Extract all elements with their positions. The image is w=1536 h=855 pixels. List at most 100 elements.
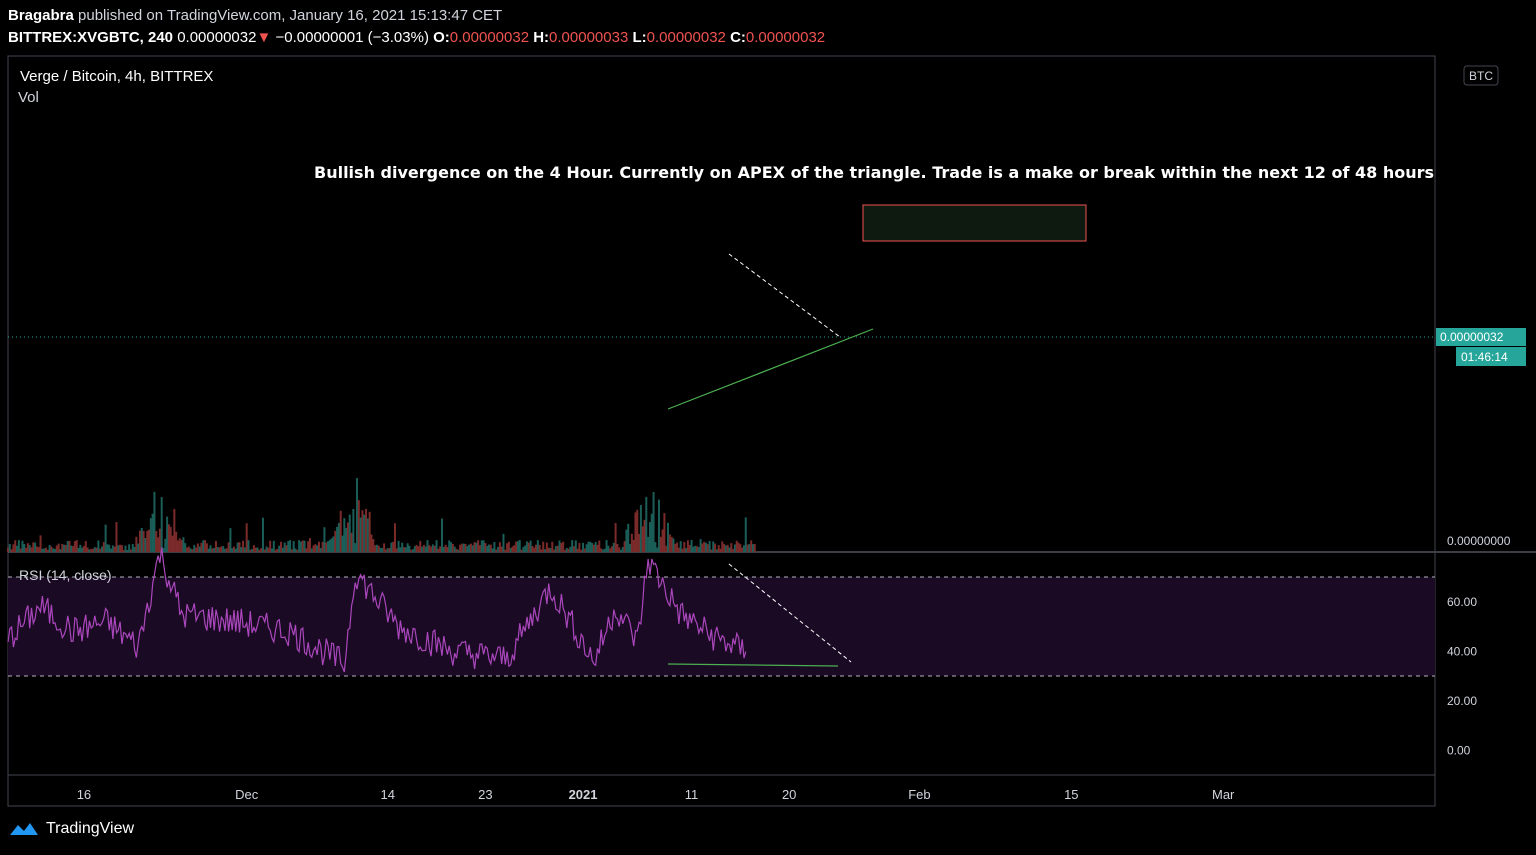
volume-bar: [37, 547, 40, 552]
volume-bar: [167, 524, 170, 552]
price-axis[interactable]: BTC 0.000000700.000000600.000000500.0000…: [1447, 0, 1511, 548]
volume-bar: [10, 549, 13, 552]
chart-annotation[interactable]: Bullish divergence on the 4 Hour. Curren…: [314, 163, 1434, 182]
volume-bar: [621, 546, 624, 552]
volume-bar: [513, 545, 516, 552]
volume-bar: [694, 545, 697, 552]
volume-bar: [576, 548, 579, 552]
volume-bar: [160, 497, 163, 552]
tradingview-brand[interactable]: TradingView: [8, 820, 134, 838]
volume-bar: [614, 523, 617, 552]
volume-bar: [149, 518, 152, 552]
rsi-resistance-line[interactable]: [728, 563, 852, 663]
volume-bar: [50, 546, 53, 552]
volume-bars: [7, 478, 756, 552]
volume-bar: [301, 540, 304, 552]
volume-bar: [171, 535, 174, 552]
volume-bar: [319, 547, 322, 552]
volume-bar: [518, 540, 521, 552]
volume-bar: [191, 549, 194, 552]
volume-bar: [59, 549, 62, 552]
volume-bar: [207, 548, 210, 552]
volume-bar: [129, 549, 132, 552]
volume-bar: [52, 548, 55, 552]
target-zone-box[interactable]: [862, 204, 1087, 242]
volume-bar: [553, 549, 556, 552]
volume-bar: [549, 548, 552, 552]
volume-bar: [372, 539, 375, 552]
volume-bar: [648, 522, 651, 552]
ascending-trendline[interactable]: [667, 328, 874, 410]
volume-bar: [21, 540, 24, 552]
volume-bar: [724, 545, 727, 552]
volume-bar: [489, 544, 492, 552]
volume-bar: [538, 544, 541, 552]
volume-bar: [196, 543, 199, 552]
volume-bar: [242, 540, 245, 552]
rsi-label: RSI (14, close): [19, 567, 112, 583]
volume-bar: [39, 535, 42, 552]
volume-bar: [84, 541, 87, 552]
volume-bar: [366, 518, 369, 552]
volume-bar: [630, 533, 633, 552]
volume-bar: [417, 546, 420, 552]
volume-bar: [305, 548, 308, 552]
volume-bar: [204, 540, 207, 552]
volume-bar: [688, 545, 691, 552]
volume-bar: [234, 548, 237, 552]
volume-bar: [357, 500, 360, 552]
volume-bar: [151, 513, 154, 552]
volume-bar: [263, 549, 266, 552]
volume-bar: [381, 547, 384, 552]
time-axis[interactable]: 16 Dec 14 23 2021 11 20 Feb 15 Mar: [77, 787, 1235, 802]
rsi-tick-label: 0.00: [1447, 744, 1471, 758]
volume-bar: [32, 542, 35, 552]
volume-bar: [395, 548, 398, 552]
volume-bar: [585, 544, 588, 552]
volume-bar: [656, 547, 659, 552]
volume-bar: [166, 516, 169, 552]
volume-bar: [583, 548, 586, 552]
descending-trendline[interactable]: [728, 253, 841, 338]
volume-bar: [72, 546, 75, 552]
volume-bar: [64, 545, 67, 552]
volume-bar: [587, 541, 590, 552]
volume-bar: [82, 546, 85, 552]
volume-bar: [104, 524, 107, 552]
volume-bar: [565, 547, 568, 552]
volume-bar: [334, 530, 337, 552]
volume-bar: [699, 539, 702, 552]
volume-bar: [296, 549, 299, 552]
publish-info: Bragabra published on TradingView.com, J…: [8, 7, 502, 24]
volume-bar: [225, 548, 228, 552]
volume-bar: [721, 541, 724, 552]
volume-bar: [466, 546, 469, 552]
rsi-support-line[interactable]: [667, 663, 839, 667]
volume-bar: [148, 529, 151, 552]
volume-bar: [23, 543, 26, 552]
volume-bar: [345, 527, 348, 552]
volume-bar: [75, 540, 78, 552]
volume-bar: [661, 529, 664, 552]
volume-bar: [144, 537, 147, 552]
volume-bar: [310, 548, 313, 552]
volume-bar: [469, 543, 472, 552]
volume-bar: [213, 547, 216, 552]
volume-bar: [457, 549, 460, 552]
volume-bar: [193, 544, 196, 552]
volume-bar: [46, 549, 49, 552]
volume-bar: [668, 534, 671, 552]
volume-bar: [352, 508, 355, 552]
volume-bar: [478, 545, 481, 552]
volume-bar: [180, 539, 183, 552]
volume-bar: [153, 491, 156, 552]
volume-bar: [493, 542, 496, 552]
volume-bar: [243, 547, 246, 552]
volume-bar: [162, 547, 165, 552]
countdown-tag-text: 01:46:14: [1461, 350, 1508, 364]
volume-bar: [307, 541, 310, 552]
volume-bar: [115, 522, 118, 552]
volume-bar: [659, 536, 662, 552]
author-name[interactable]: Bragabra: [8, 7, 74, 24]
